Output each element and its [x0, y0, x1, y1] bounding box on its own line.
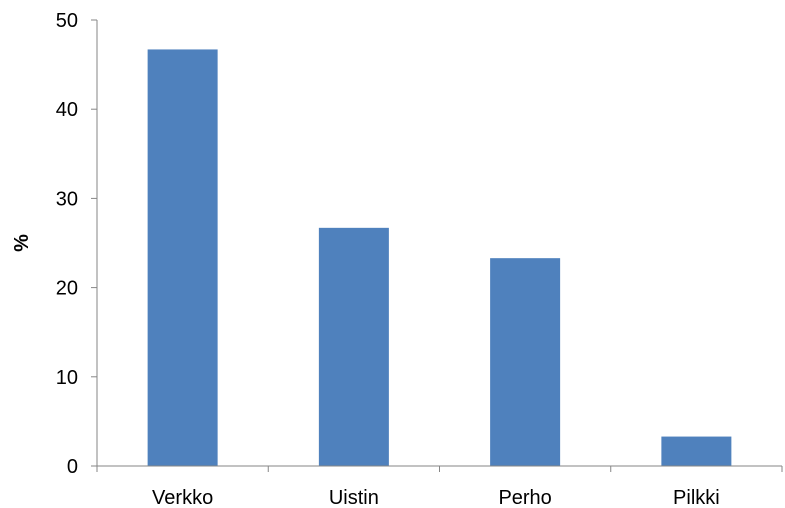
bar-verkko — [147, 49, 218, 466]
y-axis-title: % — [11, 234, 33, 252]
y-tick-label: 0 — [67, 456, 78, 478]
x-tick-label-perho: Perho — [498, 487, 551, 508]
y-tick-label: 30 — [56, 188, 78, 210]
y-tick-label: 10 — [56, 367, 78, 389]
bar-perho — [490, 258, 561, 466]
bars — [147, 49, 732, 466]
bar-uistin — [318, 227, 389, 466]
x-tick-label-uistin: Uistin — [329, 487, 379, 508]
bar-pilkki — [661, 436, 732, 466]
x-tick-label-verkko: Verkko — [152, 487, 213, 508]
y-tick-label: 20 — [56, 278, 78, 300]
x-tick-label-pilkki: Pilkki — [673, 487, 720, 508]
y-tick-label: 40 — [56, 99, 78, 121]
y-tick-label: 50 — [56, 10, 78, 32]
x-axis-ticks: Verkko Uistin Perho Pilkki — [96, 466, 783, 508]
y-axis-ticks: 0 10 20 30 40 50 — [56, 10, 97, 478]
